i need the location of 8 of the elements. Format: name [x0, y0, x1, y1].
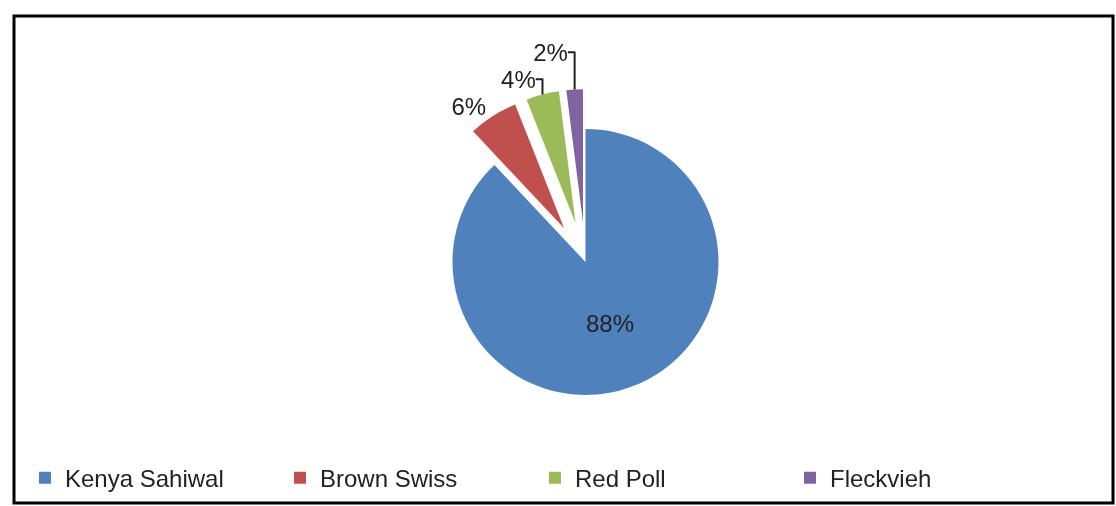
data-label: 2% [533, 38, 568, 66]
legend-label: Fleckvieh [829, 465, 932, 493]
legend-label: Brown Swiss [319, 465, 458, 493]
legend-label: Red Poll [574, 465, 666, 493]
data-label: 6% [451, 92, 487, 120]
legend-label: Kenya Sahiwal [64, 465, 224, 493]
data-label: 4% [501, 65, 536, 93]
data-label: 88% [585, 310, 634, 338]
